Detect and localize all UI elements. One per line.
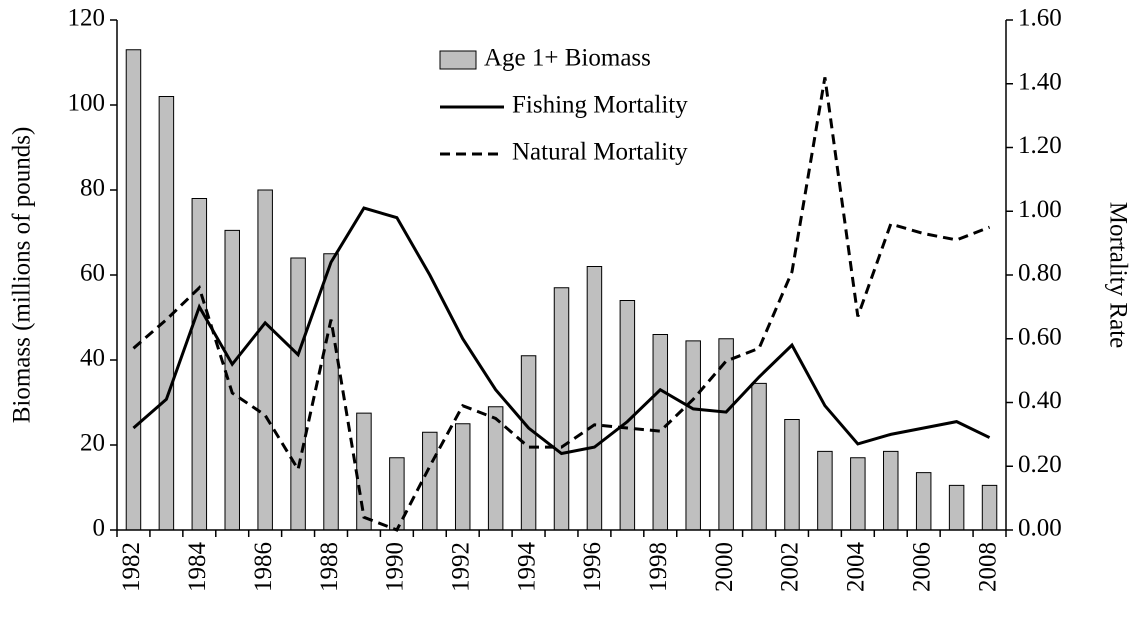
bar xyxy=(817,450,833,531)
bar xyxy=(356,412,372,531)
bar xyxy=(586,266,603,531)
x-tick-label: 2008 xyxy=(974,542,1001,592)
bar xyxy=(652,334,669,531)
x-tick-label: 2000 xyxy=(711,542,738,592)
bar xyxy=(389,457,405,531)
bar xyxy=(125,49,142,531)
y-tick-label: 60 xyxy=(80,260,105,287)
x-tick-label: 1990 xyxy=(382,542,409,592)
y-axis-label: Biomass (millions of pounds) xyxy=(9,127,36,424)
legend-label: Fishing Mortality xyxy=(512,92,688,119)
y-tick-label: 40 xyxy=(80,345,105,372)
x-tick-label: 1988 xyxy=(316,542,343,592)
bar xyxy=(323,253,339,531)
y-tick-label: 0 xyxy=(93,515,106,542)
y2-tick-label: 1.40 xyxy=(1018,68,1062,95)
x-tick-label: 2006 xyxy=(908,542,935,592)
x-tick-label: 2004 xyxy=(843,542,870,593)
bar xyxy=(290,257,306,531)
legend-label: Age 1+ Biomass xyxy=(484,45,651,72)
legend-swatch xyxy=(439,50,477,70)
bar xyxy=(883,450,899,531)
bar xyxy=(850,457,866,531)
y2-tick-label: 1.00 xyxy=(1018,196,1062,223)
bar xyxy=(685,340,701,531)
bar xyxy=(784,419,800,531)
bar xyxy=(948,484,965,531)
x-tick-label: 1992 xyxy=(447,542,474,592)
x-tick-label: 1998 xyxy=(645,542,672,592)
x-tick-label: 1982 xyxy=(118,542,145,592)
bar xyxy=(224,229,240,531)
y-tick-label: 100 xyxy=(68,90,106,117)
y2-tick-label: 0.40 xyxy=(1018,387,1062,414)
line-series xyxy=(132,206,991,456)
y2-axis-label: Mortality Rate xyxy=(1104,202,1131,349)
y2-tick-label: 1.60 xyxy=(1018,5,1062,32)
x-tick-label: 2002 xyxy=(777,542,804,592)
x-tick-label: 1996 xyxy=(579,542,606,592)
bar xyxy=(915,472,932,531)
y2-tick-label: 0.00 xyxy=(1018,515,1062,542)
bar xyxy=(981,484,998,531)
bar xyxy=(454,423,471,531)
legend-label: Natural Mortality xyxy=(512,139,688,166)
y2-tick-label: 0.80 xyxy=(1018,260,1062,287)
bar xyxy=(191,198,208,531)
y2-tick-label: 0.60 xyxy=(1018,323,1062,350)
x-tick-label: 1984 xyxy=(184,542,211,593)
y-tick-label: 80 xyxy=(80,175,105,202)
bar xyxy=(553,287,570,531)
y-tick-label: 120 xyxy=(68,5,106,32)
y-tick-label: 20 xyxy=(80,430,105,457)
y2-tick-label: 0.20 xyxy=(1018,451,1062,478)
bar xyxy=(487,406,504,531)
bar xyxy=(751,382,767,531)
bar xyxy=(422,431,438,531)
bar xyxy=(257,189,273,531)
line-series xyxy=(132,77,991,532)
y2-tick-label: 1.20 xyxy=(1018,132,1062,159)
x-tick-label: 1994 xyxy=(513,542,540,593)
x-tick-label: 1986 xyxy=(250,542,277,592)
